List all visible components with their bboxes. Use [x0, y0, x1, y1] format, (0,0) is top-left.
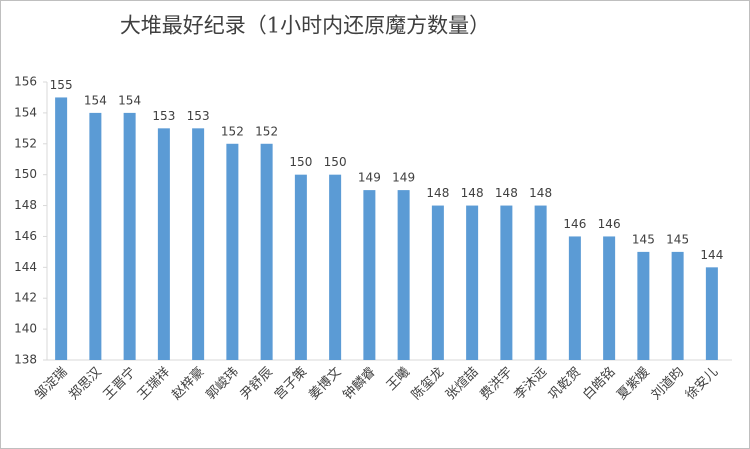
bar — [329, 174, 342, 360]
y-tick-label: 142 — [14, 291, 37, 305]
data-label: 148 — [495, 186, 518, 200]
data-label: 149 — [392, 171, 415, 185]
data-label: 152 — [221, 124, 244, 138]
data-label: 146 — [598, 217, 621, 231]
bar — [397, 190, 410, 360]
bar — [89, 112, 102, 360]
bar — [671, 251, 684, 360]
data-label: 150 — [289, 155, 312, 169]
y-tick-label: 150 — [14, 167, 37, 181]
bar — [363, 190, 376, 360]
y-tick-label: 156 — [14, 75, 37, 89]
y-tick-label: 144 — [14, 260, 37, 274]
y-tick-label: 146 — [14, 229, 37, 243]
data-label: 148 — [426, 186, 449, 200]
chart-title: 大堆最好纪录（1小时内还原魔方数量） — [120, 14, 490, 38]
bar — [123, 112, 136, 360]
bar — [294, 174, 307, 360]
data-label: 153 — [152, 109, 175, 123]
y-tick-label: 138 — [14, 353, 37, 367]
data-label: 153 — [187, 109, 210, 123]
data-label: 148 — [529, 186, 552, 200]
y-tick-label: 154 — [14, 105, 37, 119]
bar — [500, 205, 513, 360]
data-label: 154 — [118, 93, 141, 107]
data-label: 155 — [50, 78, 73, 92]
bar — [431, 205, 444, 360]
y-tick-label: 140 — [14, 322, 37, 336]
data-label: 145 — [632, 232, 655, 246]
data-label: 149 — [358, 171, 381, 185]
bar — [226, 143, 239, 360]
bar — [55, 97, 68, 360]
bar — [568, 236, 581, 360]
bar — [705, 267, 718, 360]
data-label: 148 — [461, 186, 484, 200]
data-label: 144 — [700, 248, 723, 262]
y-tick-label: 152 — [14, 136, 37, 150]
bar — [534, 205, 547, 360]
data-label: 152 — [255, 124, 278, 138]
data-label: 146 — [563, 217, 586, 231]
bar — [603, 236, 616, 360]
data-label: 150 — [324, 155, 347, 169]
y-tick-label: 148 — [14, 198, 37, 212]
data-label: 145 — [666, 232, 689, 246]
bar — [192, 128, 205, 360]
bar — [157, 128, 170, 360]
bar — [260, 143, 273, 360]
bar — [637, 251, 650, 360]
data-label: 154 — [84, 93, 107, 107]
bar — [466, 205, 479, 360]
